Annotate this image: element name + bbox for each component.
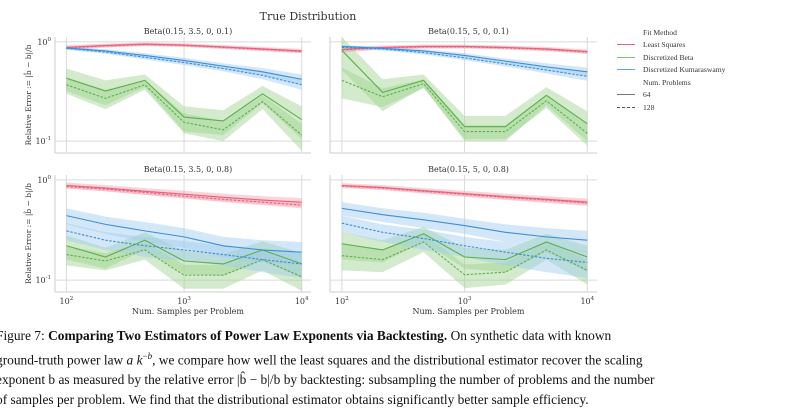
legend-swatch-discretized-beta (617, 57, 635, 58)
caption-bold-title: Comparing Two Estimators of Power Law Ex… (48, 328, 447, 343)
legend-item-least-squares: Least Squares (617, 39, 725, 52)
legend-style-title-row: Num. Problems (617, 76, 725, 89)
legend-label: Discretized Beta (643, 53, 693, 62)
x-tick-label: 104 (295, 296, 309, 306)
panel-title: Beta(0.15, 3.5, 0, 0.1) (144, 27, 232, 36)
suptitle: True Distribution (260, 10, 357, 23)
legend-swatch-least-squares (617, 44, 635, 45)
panel-title: Beta(0.15, 5, 0, 0.8) (428, 165, 509, 174)
caption-figure-label: Figure 7: (0, 328, 45, 343)
panel-title: Beta(0.15, 5, 0, 0.1) (428, 27, 509, 36)
caption-line1-rest: On synthetic data with known (451, 328, 612, 343)
x-tick-label: 103 (177, 296, 191, 306)
legend-label: Discretized Kumaraswamy (643, 65, 725, 74)
legend-swatch-solid (617, 94, 635, 95)
y-axis-label: Relative Error := |b̂ − b|/b (22, 44, 33, 145)
panel-title: Beta(0.15, 3.5, 0, 0.8) (144, 165, 232, 174)
y-tick-label: 100 (37, 175, 51, 185)
y-tick-label: 10-1 (35, 275, 51, 285)
legend-item-discretized-beta: Discretized Beta (617, 51, 725, 64)
panel-2: Beta(0.15, 5, 0, 0.1) (330, 27, 597, 153)
x-axis-label: Num. Samples per Problem (132, 307, 244, 316)
legend-item-128: 128 (617, 101, 725, 114)
x-tick-label: 104 (580, 296, 594, 306)
legend-label: 128 (643, 103, 654, 112)
legend: Fit Method Least Squares Discretized Bet… (617, 26, 725, 114)
x-tick-label: 102 (60, 296, 74, 306)
legend-label: 64 (643, 90, 651, 99)
y-tick-label: 10-1 (35, 136, 51, 146)
legend-swatch-dashed (617, 107, 635, 108)
caption-line-2: ground-truth power law a k−b, we compare… (0, 346, 791, 370)
legend-label: Least Squares (643, 40, 685, 49)
legend-item-64: 64 (617, 89, 725, 102)
caption-line-1: Figure 7: Comparing Two Estimators of Po… (0, 326, 791, 346)
y-axis-label: Relative Error := |b̂ − b|/b (22, 183, 33, 284)
panel-1: 100 10-1 Beta(0.15, 3.5, 0, 0.1) Relative E… (22, 27, 311, 153)
panel-3: 100 10-1 102 103 104 Beta(0.15, 3.5, 0, 0.8) N… (22, 165, 311, 316)
x-tick-label: 103 (458, 296, 472, 306)
x-tick-label: 102 (335, 296, 349, 306)
legend-style-title: Num. Problems (643, 78, 691, 87)
y-tick-label: 100 (37, 37, 51, 47)
x-axis-label: Num. Samples per Problem (413, 307, 525, 316)
legend-title: Fit Method (643, 28, 677, 37)
legend-item-discretized-kumaraswamy: Discretized Kumaraswamy (617, 64, 725, 77)
legend-title-row: Fit Method (617, 26, 725, 39)
figure-caption: Figure 7: Comparing Two Estimators of Po… (0, 326, 791, 410)
legend-swatch-discretized-kumaraswamy (617, 69, 635, 70)
panels: 100 10-1 Beta(0.15, 3.5, 0, 0.1) Relative E… (22, 27, 597, 316)
caption-line-3: exponent b as measured by the relative e… (0, 370, 791, 390)
caption-line-4: of samples per problem. We find that the… (0, 390, 791, 410)
panel-4: 102 103 104 Beta(0.15, 5, 0, 0.8) Num. Sampl… (330, 165, 597, 316)
